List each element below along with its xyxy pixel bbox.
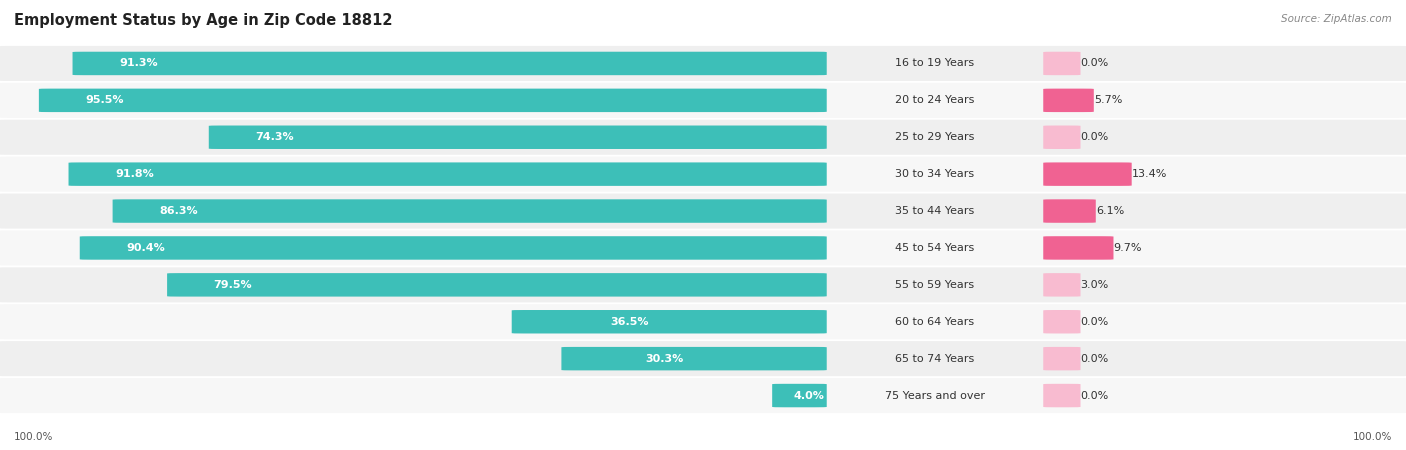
FancyBboxPatch shape [69,162,827,186]
Text: 3.0%: 3.0% [1080,280,1109,290]
FancyBboxPatch shape [80,236,827,260]
FancyBboxPatch shape [1043,273,1080,297]
FancyBboxPatch shape [0,157,1406,192]
Text: 0.0%: 0.0% [1080,132,1109,142]
FancyBboxPatch shape [1043,236,1114,260]
FancyBboxPatch shape [1043,52,1080,75]
FancyBboxPatch shape [1043,310,1080,333]
Text: 60 to 64 Years: 60 to 64 Years [896,317,974,327]
FancyBboxPatch shape [0,304,1406,339]
FancyBboxPatch shape [0,230,1406,266]
Text: 74.3%: 74.3% [254,132,294,142]
FancyBboxPatch shape [0,378,1406,413]
FancyBboxPatch shape [0,267,1406,302]
Text: 30.3%: 30.3% [645,354,683,364]
FancyBboxPatch shape [0,120,1406,155]
Text: 95.5%: 95.5% [86,95,124,105]
FancyBboxPatch shape [0,83,1406,118]
FancyBboxPatch shape [1043,162,1132,186]
Text: 0.0%: 0.0% [1080,58,1109,68]
Text: 25 to 29 Years: 25 to 29 Years [896,132,974,142]
Text: 65 to 74 Years: 65 to 74 Years [896,354,974,364]
FancyBboxPatch shape [1043,384,1080,407]
Text: 20 to 24 Years: 20 to 24 Years [896,95,974,105]
Text: 0.0%: 0.0% [1080,391,1109,401]
Text: Source: ZipAtlas.com: Source: ZipAtlas.com [1281,14,1392,23]
Text: 35 to 44 Years: 35 to 44 Years [896,206,974,216]
FancyBboxPatch shape [561,347,827,370]
Text: Employment Status by Age in Zip Code 18812: Employment Status by Age in Zip Code 188… [14,14,392,28]
Text: 75 Years and over: 75 Years and over [884,391,986,401]
FancyBboxPatch shape [112,199,827,223]
FancyBboxPatch shape [772,384,827,407]
Text: 0.0%: 0.0% [1080,317,1109,327]
Text: 5.7%: 5.7% [1094,95,1122,105]
Text: 6.1%: 6.1% [1095,206,1123,216]
Text: 79.5%: 79.5% [214,280,252,290]
FancyBboxPatch shape [1043,199,1095,223]
FancyBboxPatch shape [1043,89,1094,112]
Text: 45 to 54 Years: 45 to 54 Years [896,243,974,253]
Text: 100.0%: 100.0% [1353,432,1392,442]
FancyBboxPatch shape [1043,347,1080,370]
Text: 4.0%: 4.0% [793,391,824,401]
Text: 100.0%: 100.0% [14,432,53,442]
Text: 90.4%: 90.4% [127,243,165,253]
Text: 55 to 59 Years: 55 to 59 Years [896,280,974,290]
Text: 86.3%: 86.3% [159,206,198,216]
FancyBboxPatch shape [1043,126,1080,149]
FancyBboxPatch shape [0,46,1406,81]
FancyBboxPatch shape [73,52,827,75]
Text: 91.3%: 91.3% [120,58,157,68]
FancyBboxPatch shape [512,310,827,333]
Text: 30 to 34 Years: 30 to 34 Years [896,169,974,179]
Text: 36.5%: 36.5% [610,317,650,327]
FancyBboxPatch shape [167,273,827,297]
Text: 9.7%: 9.7% [1114,243,1142,253]
Text: 91.8%: 91.8% [115,169,153,179]
Text: 16 to 19 Years: 16 to 19 Years [896,58,974,68]
Text: 0.0%: 0.0% [1080,354,1109,364]
FancyBboxPatch shape [0,341,1406,376]
FancyBboxPatch shape [208,126,827,149]
Text: 13.4%: 13.4% [1132,169,1167,179]
FancyBboxPatch shape [39,89,827,112]
FancyBboxPatch shape [0,194,1406,229]
